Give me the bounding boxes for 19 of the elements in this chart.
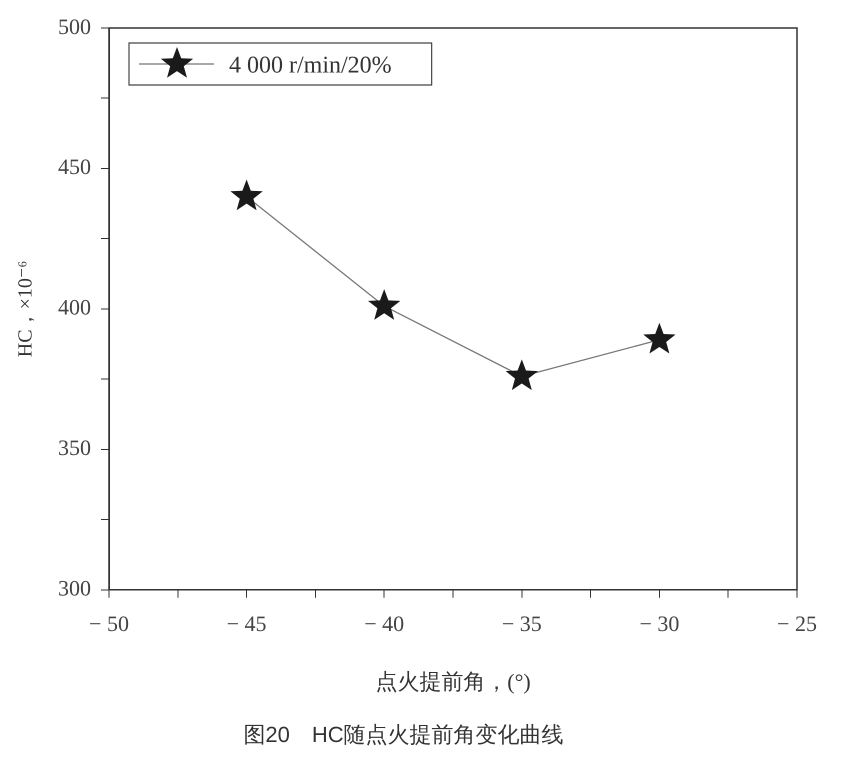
x-tick-label: − 25	[777, 610, 817, 636]
point	[368, 289, 400, 320]
point	[643, 322, 676, 354]
y-tick-label: 300	[58, 576, 91, 601]
y-axis-title: HC，×10⁻⁶	[14, 260, 36, 358]
x-tick-label: − 35	[502, 610, 542, 636]
y-tick-label: 450	[58, 154, 91, 180]
point	[230, 180, 263, 210]
legend-label: 4 000 r/min/20%	[229, 52, 392, 78]
y-tick-label: 500	[58, 14, 91, 39]
x-tick-label: − 45	[226, 610, 267, 636]
y-tick-label: 400	[58, 294, 91, 320]
x-tick-label: − 30	[639, 610, 680, 636]
x-tick-label: − 50	[89, 610, 129, 636]
x-axis-title: 点火提前角，(°)	[375, 669, 531, 694]
point	[506, 359, 538, 390]
y-tick-label: 350	[58, 435, 91, 460]
x-tick-label: − 40	[364, 610, 404, 636]
text: 图20 HC随点火提前角变化曲线	[243, 722, 564, 747]
